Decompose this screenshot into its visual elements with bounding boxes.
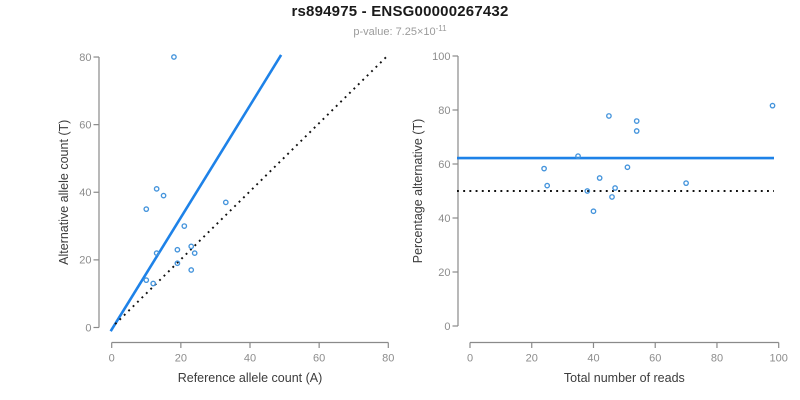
x-tick-label: 40: [587, 353, 599, 365]
data-point: [188, 267, 195, 273]
y-tick-label: 0: [85, 322, 91, 334]
data-point: [612, 185, 618, 191]
x-tick-label: 20: [526, 353, 538, 365]
data-point: [683, 180, 689, 187]
x-tick-label: 0: [467, 353, 473, 365]
data-point: [222, 199, 229, 206]
y-tick-label: 40: [438, 213, 450, 225]
data-point: [188, 243, 195, 250]
p-value-subtitle: p-value: 7.25×10-11: [0, 24, 800, 38]
y-tick-label: 100: [432, 51, 450, 63]
x-tick-label: 60: [313, 353, 325, 365]
data-point: [609, 194, 615, 200]
data-point: [584, 188, 591, 194]
x-tick-label: 0: [109, 353, 115, 365]
y-axis-title-right: Percentage alternative (T): [411, 119, 425, 264]
data-point: [633, 118, 640, 124]
y-tick-label: 20: [438, 267, 450, 279]
data-point: [143, 277, 150, 284]
x-tick-label: 80: [382, 353, 394, 365]
p-value-exponent: -11: [435, 24, 447, 33]
data-point: [575, 153, 581, 160]
identity-line: [114, 54, 389, 325]
data-point: [174, 260, 181, 267]
data-point: [160, 192, 167, 199]
x-tick-label: 40: [244, 353, 256, 365]
data-point: [171, 54, 177, 60]
y-axis-title-left: Alternative allele count (T): [57, 120, 71, 265]
data-point: [769, 102, 776, 109]
data-point: [544, 182, 551, 189]
x-tick-label: 20: [175, 353, 187, 365]
y-tick-label: 0: [444, 321, 450, 333]
y-tick-label: 80: [79, 52, 91, 64]
data-point: [633, 128, 640, 134]
y-tick-label: 60: [438, 159, 450, 171]
x-tick-label: 80: [711, 353, 723, 365]
data-point: [624, 164, 631, 171]
fit-line: [109, 54, 283, 332]
data-point: [606, 113, 612, 119]
data-point: [191, 250, 198, 256]
y-tick-label: 40: [79, 187, 91, 199]
x-axis-title-left: Reference allele count (A): [178, 371, 323, 385]
y-tick-label: 60: [79, 119, 91, 131]
x-tick-label: 60: [649, 353, 661, 365]
x-axis-title-right: Total number of reads: [564, 371, 685, 385]
data-point: [590, 208, 597, 215]
y-tick-label: 20: [79, 255, 91, 267]
p-value-base: p-value: 7.25×10: [353, 26, 436, 38]
y-tick-label: 80: [438, 105, 450, 117]
data-point: [181, 223, 188, 229]
data-point: [174, 246, 181, 253]
data-point: [596, 175, 603, 181]
figure-title: rs894975 - ENSG00000267432: [291, 3, 509, 20]
data-point: [150, 280, 157, 287]
x-tick-label: 100: [770, 353, 788, 365]
data-point: [153, 186, 160, 192]
data-point: [541, 165, 547, 172]
data-point: [143, 206, 150, 213]
data-point: [153, 250, 160, 256]
